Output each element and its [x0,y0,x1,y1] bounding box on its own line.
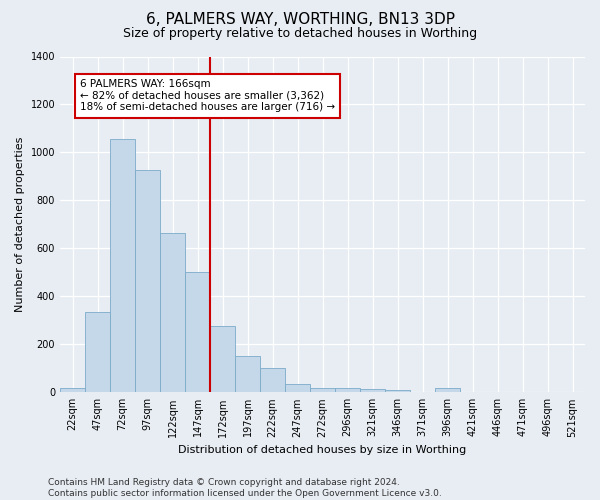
Bar [285,384,310,392]
Bar [310,388,335,392]
Bar [60,388,85,392]
Bar [160,233,185,392]
Bar [435,388,460,392]
Bar [360,389,385,392]
Text: 6 PALMERS WAY: 166sqm
← 82% of detached houses are smaller (3,362)
18% of semi-d: 6 PALMERS WAY: 166sqm ← 82% of detached … [80,80,335,112]
Text: Contains HM Land Registry data © Crown copyright and database right 2024.
Contai: Contains HM Land Registry data © Crown c… [48,478,442,498]
Bar [385,390,410,392]
Text: Size of property relative to detached houses in Worthing: Size of property relative to detached ho… [123,28,477,40]
Bar [335,388,360,392]
Bar [85,312,110,392]
X-axis label: Distribution of detached houses by size in Worthing: Distribution of detached houses by size … [178,445,467,455]
Text: 6, PALMERS WAY, WORTHING, BN13 3DP: 6, PALMERS WAY, WORTHING, BN13 3DP [146,12,455,28]
Y-axis label: Number of detached properties: Number of detached properties [15,136,25,312]
Bar [235,356,260,392]
Bar [210,326,235,392]
Bar [260,368,285,392]
Bar [185,272,210,392]
Bar [135,170,160,392]
Bar [110,140,135,392]
